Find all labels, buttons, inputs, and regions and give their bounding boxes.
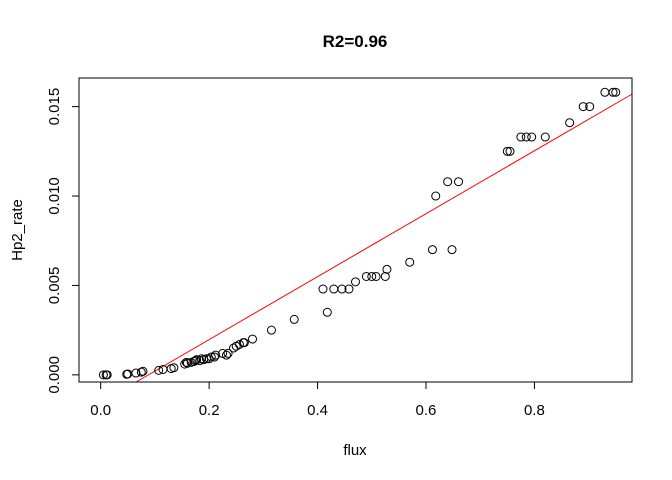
data-point [516, 132, 526, 142]
data-point [201, 354, 211, 364]
data-point [211, 350, 221, 360]
data-point [447, 245, 457, 255]
x-tick-label: 0.0 [90, 402, 111, 419]
data-point [527, 132, 537, 142]
data-point [611, 87, 621, 97]
y-tick-label: 0.015 [46, 88, 63, 126]
x-tick-label: 0.4 [307, 402, 328, 419]
x-tick-label: 0.6 [416, 402, 437, 419]
data-point [521, 132, 531, 142]
data-point [337, 284, 347, 294]
data-point [247, 334, 257, 344]
data-point [322, 307, 332, 317]
x-tick-label: 0.2 [199, 402, 220, 419]
chart-title: R2=0.96 [323, 32, 388, 51]
data-point [182, 358, 192, 368]
data-point [540, 132, 550, 142]
data-point [289, 314, 299, 324]
data-point [367, 271, 377, 281]
data-point [405, 257, 415, 267]
data-point [578, 102, 588, 112]
data-point [585, 102, 595, 112]
data-point [169, 363, 179, 373]
data-point [454, 177, 464, 187]
x-tick-label: 0.8 [524, 402, 545, 419]
data-point [351, 277, 360, 287]
data-point [608, 87, 618, 97]
data-point [102, 370, 112, 380]
data-point [210, 352, 220, 362]
y-axis: 0.000 0.005 0.010 0.015 [46, 88, 80, 394]
data-point [98, 370, 108, 380]
regression-line [135, 93, 633, 383]
y-tick-label: 0.000 [46, 356, 63, 394]
data-point [221, 350, 231, 360]
x-axis: 0.0 0.2 0.4 0.6 0.8 [90, 381, 545, 419]
data-point [344, 284, 354, 294]
data-point [502, 146, 512, 156]
y-tick-label: 0.010 [46, 177, 63, 215]
data-point [361, 271, 371, 281]
data-point [427, 245, 437, 255]
points-layer [98, 87, 621, 380]
plot-frame [78, 77, 633, 383]
data-point [382, 264, 392, 274]
data-point [195, 356, 205, 366]
data-point [154, 365, 164, 375]
data-point [138, 366, 148, 376]
data-point [371, 271, 381, 281]
data-point [565, 118, 575, 128]
y-tick-label: 0.005 [46, 267, 63, 305]
data-point [136, 367, 146, 377]
data-point [380, 271, 390, 281]
data-point [266, 325, 276, 335]
data-point [229, 343, 239, 353]
x-axis-label: flux [343, 442, 367, 459]
data-point [505, 146, 515, 156]
data-point [600, 87, 610, 97]
data-point [223, 348, 233, 358]
data-point [443, 177, 453, 187]
data-point [318, 284, 328, 294]
data-point [131, 368, 141, 378]
data-point [239, 338, 249, 348]
y-axis-label: Hp2_rate [9, 199, 26, 261]
data-point [206, 352, 216, 362]
fit-line-layer [135, 93, 633, 383]
data-point [431, 191, 441, 201]
data-point [329, 284, 339, 294]
